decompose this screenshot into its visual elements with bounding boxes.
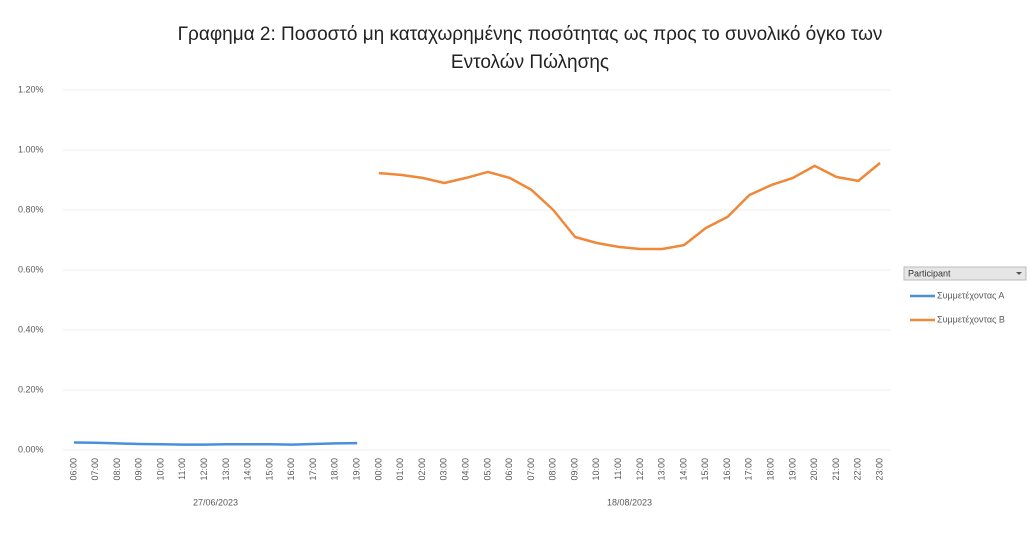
x-tick-label: 22:00: [853, 458, 863, 481]
x-tick-label: 17:00: [744, 458, 754, 481]
chart-title: Εντολών Πώλησης: [451, 52, 609, 73]
x-tick-label: 18:00: [330, 458, 340, 481]
x-tick-label: 07:00: [90, 458, 100, 481]
x-tick-label: 05:00: [482, 458, 492, 481]
series-line: [73, 441, 358, 446]
legend-label: Συμμετέχοντας Β: [937, 314, 1005, 324]
x-tick-label: 11:00: [613, 458, 623, 480]
y-tick-label: 0.60%: [18, 264, 44, 274]
x-tick-label: 16:00: [722, 458, 732, 481]
x-tick-label: 09:00: [134, 458, 144, 481]
x-tick-label: 14:00: [243, 458, 253, 481]
group-label: 18/08/2023: [607, 497, 652, 507]
x-tick-label: 19:00: [352, 458, 362, 481]
x-tick-label: 08:00: [112, 458, 122, 481]
x-tick-label: 13:00: [221, 458, 231, 481]
y-tick-label: 0.80%: [18, 204, 44, 214]
group-label: 27/06/2023: [193, 497, 238, 507]
x-tick-label: 18:00: [766, 458, 776, 481]
x-tick-label: 20:00: [809, 458, 819, 481]
x-tick-label: 12:00: [199, 458, 209, 481]
y-tick-label: 0.00%: [18, 444, 44, 454]
y-tick-label: 1.20%: [18, 84, 44, 94]
x-tick-label: 12:00: [635, 458, 645, 481]
x-tick-label: 19:00: [787, 458, 797, 481]
x-tick-label: 10:00: [155, 458, 165, 481]
x-tick-label: 03:00: [439, 458, 449, 481]
x-tick-label: 14:00: [678, 458, 688, 481]
x-tick-label: 04:00: [460, 458, 470, 481]
x-tick-label: 15:00: [264, 458, 274, 481]
x-tick-label: 21:00: [831, 458, 841, 481]
legend-header[interactable]: [903, 266, 1027, 281]
chart-title: Γραφημα 2: Ποσοστό μη καταχωρημένης ποσό…: [178, 24, 883, 45]
x-tick-label: 08:00: [548, 458, 558, 481]
y-tick-label: 0.40%: [18, 324, 44, 334]
legend-label: Συμμετέχοντας Α: [937, 290, 1004, 300]
x-tick-label: 10:00: [591, 458, 601, 481]
y-tick-label: 1.00%: [18, 144, 44, 154]
x-tick-label: 17:00: [308, 458, 318, 481]
x-tick-label: 07:00: [526, 458, 536, 481]
dropdown-arrow: [1016, 272, 1022, 275]
x-tick-label: 06:00: [504, 458, 514, 481]
x-tick-label: 09:00: [569, 458, 579, 481]
x-tick-label: 15:00: [700, 458, 710, 481]
x-tick-label: 23:00: [874, 458, 884, 481]
x-tick-label: 16:00: [286, 458, 296, 481]
x-tick-label: 01:00: [395, 458, 405, 481]
x-tick-label: 11:00: [177, 458, 187, 480]
x-tick-label: 02:00: [417, 458, 427, 481]
series-line: [378, 161, 881, 251]
x-tick-label: 06:00: [68, 458, 78, 481]
legend-title: Participant: [908, 268, 951, 278]
x-tick-label: 13:00: [657, 458, 667, 481]
x-tick-label: 00:00: [373, 458, 383, 481]
y-tick-label: 0.20%: [18, 384, 44, 394]
